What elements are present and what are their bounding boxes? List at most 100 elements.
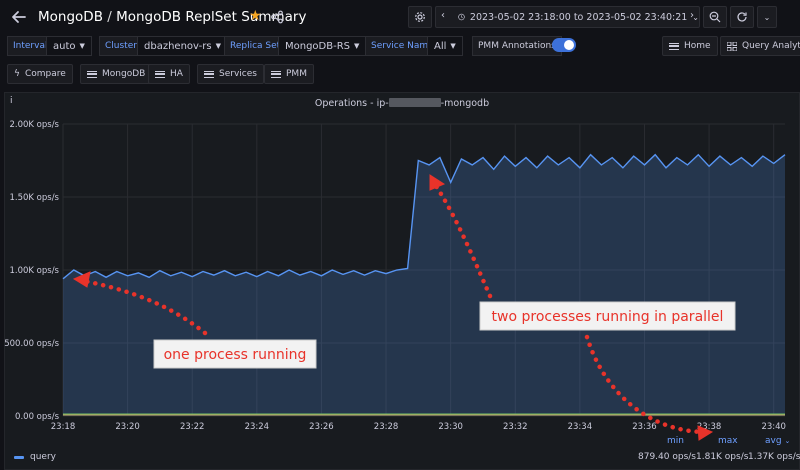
replica-set-value: MongoDB-RS xyxy=(285,41,351,52)
x-tick-label: 23:36 xyxy=(632,422,657,432)
x-tick-label: 23:30 xyxy=(438,422,463,432)
pmm-link[interactable]: PMM xyxy=(264,64,314,84)
services-link[interactable]: Services xyxy=(197,64,264,84)
chevron-down-icon: ▼ xyxy=(215,42,221,50)
chevron-down-icon: ⌄ xyxy=(692,12,699,22)
ha-link[interactable]: HA xyxy=(148,64,190,84)
compare-link[interactable]: ϟ Compare xyxy=(7,64,73,84)
sort-down-icon: ⌄ xyxy=(784,437,791,445)
x-tick-label: 23:20 xyxy=(115,422,140,432)
gear-icon xyxy=(415,12,425,22)
operations-panel[interactable]: i Operations - ip- -mongodb xyxy=(4,92,800,470)
legend-series-query[interactable]: query xyxy=(14,452,56,462)
share-icon[interactable] xyxy=(270,9,284,24)
avg-value: 1.37K ops/s xyxy=(748,452,800,462)
shift-forward-icon[interactable]: › xyxy=(690,10,694,21)
dashboard-icon xyxy=(669,42,679,50)
x-tick-label: 23:34 xyxy=(568,422,593,432)
dashboard-title[interactable]: MongoDB ReplSet Summary xyxy=(116,9,307,25)
time-range-label: 2023-05-02 23:18:00 to 2023-05-02 23:40:… xyxy=(469,11,688,23)
legend-series-label: query xyxy=(30,452,56,462)
annotation-one-process-text: one process running xyxy=(164,347,307,363)
chevron-down-icon: ▼ xyxy=(450,42,456,50)
service-name-value: All xyxy=(434,41,447,52)
x-tick-label: 23:32 xyxy=(503,422,528,432)
refresh-icon xyxy=(737,12,747,22)
x-tick-label: 23:40 xyxy=(761,422,786,432)
title-folder-link[interactable]: MongoDB xyxy=(38,9,103,25)
info-icon[interactable]: i xyxy=(10,96,13,106)
y-tick-label: 500.00 ops/s xyxy=(4,339,59,349)
variables-bar: Interval auto ▼ Cluster dbazhenov-rs ▼ Rep… xyxy=(0,34,800,58)
chevron-down-icon: ▼ xyxy=(354,42,360,50)
shift-back-icon[interactable]: ‹ xyxy=(441,10,445,21)
y-tick-label: 0.00 ops/s xyxy=(15,412,60,422)
chevron-down-icon: ⌄ xyxy=(763,12,771,22)
interval-select[interactable]: auto ▼ xyxy=(46,36,92,56)
x-tick-label: 23:38 xyxy=(697,422,722,432)
series-query-area xyxy=(63,154,785,416)
max-column-header[interactable]: max xyxy=(718,436,738,446)
page-title: MongoDB / MongoDB ReplSet Summary xyxy=(38,9,306,25)
avg-label: avg xyxy=(765,436,782,446)
title-separator: / xyxy=(102,9,117,25)
dashboard-icon xyxy=(204,70,214,78)
service-name-select[interactable]: All ▼ xyxy=(427,36,463,56)
x-tick-label: 23:24 xyxy=(245,422,270,432)
series-color-swatch xyxy=(14,455,24,459)
arrow-one-process-head xyxy=(72,271,91,288)
series-query-line[interactable] xyxy=(62,153,786,280)
ha-label: HA xyxy=(170,69,183,79)
arrow-one-process-dots xyxy=(81,278,208,336)
y-tick-label: 2.00K ops/s xyxy=(9,120,59,130)
replica-set-select[interactable]: MongoDB-RS ▼ xyxy=(278,36,367,56)
x-tick-label: 23:26 xyxy=(309,422,334,432)
service-name-label: Service Name xyxy=(365,36,440,56)
x-tick-label: 23:28 xyxy=(374,422,399,432)
pmm-label: PMM xyxy=(286,69,307,79)
annotation-two-processes-box xyxy=(479,301,736,331)
star-icon[interactable]: ★ xyxy=(249,8,262,24)
mongodb-link[interactable]: MongoDB xyxy=(80,64,153,84)
min-value: 879.40 ops/s xyxy=(638,452,696,462)
arrow-two-down-head xyxy=(697,425,714,441)
refresh-interval-dropdown[interactable]: ⌄ xyxy=(757,6,777,28)
zoom-out-button[interactable] xyxy=(703,6,727,28)
arrow-two-up-head xyxy=(429,174,446,191)
panel-title-prefix: Operations - ip- xyxy=(314,98,389,109)
panel-title-suffix: -mongodb xyxy=(440,98,490,109)
home-link[interactable]: Home xyxy=(662,36,718,56)
x-tick-label: 23:18 xyxy=(51,422,76,432)
annotation-one-process-box xyxy=(153,339,317,369)
interval-label: Interval xyxy=(7,36,54,56)
avg-column-header[interactable]: avg ⌄ xyxy=(765,436,790,446)
refresh-button[interactable] xyxy=(730,6,754,28)
apps-icon xyxy=(727,41,737,51)
y-tick-label: 1.00K ops/s xyxy=(9,266,59,276)
arrow-two-down-dots xyxy=(584,334,705,435)
panel-title[interactable]: Operations - ip- -mongodb xyxy=(5,98,799,109)
pmm-annotations-label: PMM Annotations xyxy=(472,36,562,56)
time-range-picker[interactable]: ‹ 2023-05-02 23:18:00 to 2023-05-02 23:4… xyxy=(435,6,700,28)
pmm-annotations-toggle[interactable] xyxy=(552,38,576,52)
bolt-icon: ϟ xyxy=(14,69,20,79)
interval-value: auto xyxy=(53,41,76,52)
query-analytics-link[interactable]: Query Analytics xyxy=(720,36,800,56)
services-label: Services xyxy=(219,69,257,79)
max-value: 1.81K ops/s xyxy=(696,452,749,462)
top-bar: MongoDB / MongoDB ReplSet Summary ★ ‹ 20… xyxy=(0,0,800,34)
chevron-down-icon: ▼ xyxy=(79,42,85,50)
annotation-two-processes-text: two processes running in parallel xyxy=(492,309,724,325)
arrow-two-up-dots xyxy=(433,183,493,299)
settings-button[interactable] xyxy=(408,6,432,28)
dashboard-icon xyxy=(271,70,281,78)
mongodb-label: MongoDB xyxy=(102,69,146,79)
dashboard-icon xyxy=(87,70,97,78)
back-arrow-icon[interactable] xyxy=(10,8,28,26)
x-tick-label: 23:22 xyxy=(180,422,205,432)
compare-label: Compare xyxy=(24,69,66,79)
min-column-header[interactable]: min xyxy=(667,436,684,446)
zoom-out-icon xyxy=(709,11,721,23)
home-link-label: Home xyxy=(684,41,711,51)
